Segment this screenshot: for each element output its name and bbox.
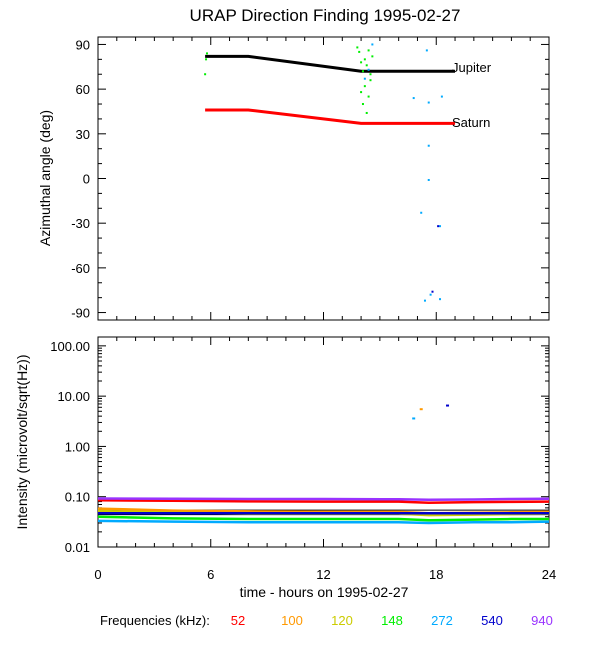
azimuth-point-148 <box>361 70 364 73</box>
azimuth-y-tick-label: 90 <box>76 37 90 52</box>
azimuth-plot-frame <box>97 36 550 321</box>
intensity-y-tick-label: 1.00 <box>65 439 90 454</box>
azimuth-point-148 <box>360 61 363 64</box>
legend-label: Frequencies (kHz): <box>100 613 210 628</box>
azimuth-y-tick-label: -60 <box>71 261 90 276</box>
legend-item-100: 100 <box>281 613 303 628</box>
legend-item-120: 120 <box>331 613 353 628</box>
azimuth-series <box>205 54 456 125</box>
azimuth-y-tick-label: 60 <box>76 82 90 97</box>
intensity-line-148 <box>97 515 549 522</box>
azimuth-point-148 <box>371 55 374 58</box>
azimuth-point-272 <box>429 293 432 296</box>
azimuth-y-tick-label: 30 <box>76 127 90 142</box>
frequency-legend: Frequencies (kHz): 52 100 120 148 272 540 940 <box>100 613 553 628</box>
azimuth-y-axis-label: Azimuthal angle (deg) <box>37 110 53 246</box>
azimuth-ticks: 90 60 30 0 -30 -60 -90 <box>71 37 550 321</box>
intensity-y-tick-label: 0.01 <box>65 540 90 555</box>
azimuth-point-148 <box>205 58 208 61</box>
intensity-point-100 <box>419 408 423 411</box>
legend-item-540: 540 <box>481 613 503 628</box>
azimuth-point-272 <box>412 97 415 100</box>
legend-item-272: 272 <box>431 613 453 628</box>
intensity-y-tick-label: 100.00 <box>50 339 90 354</box>
azimuth-line-jupiter <box>205 54 456 73</box>
chart-title: URAP Direction Finding 1995-02-27 <box>190 6 461 25</box>
azimuth-point-148 <box>363 85 366 88</box>
azimuth-point-272 <box>427 178 430 181</box>
azimuth-panel: 90 60 30 0 -30 -60 -90 Jupiter Saturn Azimutha… <box>37 36 550 321</box>
jupiter-label: Jupiter <box>452 60 492 75</box>
azimuth-point-272 <box>371 43 374 46</box>
intensity-panel: 100.00 10.00 1.00 0.10 0.01 0 6 12 18 24 Intensit… <box>14 336 556 600</box>
azimuth-point-148 <box>358 50 361 53</box>
x-tick-label: 18 <box>429 567 443 582</box>
azimuth-point-272 <box>423 299 426 302</box>
azimuth-point-148 <box>363 58 366 61</box>
azimuth-point-540 <box>431 290 434 293</box>
azimuth-point-272 <box>425 49 428 52</box>
azimuth-point-148 <box>361 103 364 106</box>
azimuth-y-tick-label: -30 <box>71 216 90 231</box>
azimuth-point-148 <box>360 91 363 94</box>
legend-item-52: 52 <box>231 613 245 628</box>
intensity-y-axis-label: Intensity (microvolt/sqrt(Hz)) <box>14 354 30 529</box>
azimuth-point-148 <box>356 46 359 49</box>
legend-item-940: 940 <box>531 613 553 628</box>
azimuth-point-148 <box>369 79 372 82</box>
azimuth-y-tick-label: 0 <box>83 172 90 187</box>
intensity-line-52 <box>97 499 550 504</box>
azimuth-scatter <box>204 43 443 302</box>
intensity-y-tick-label: 0.10 <box>65 490 90 505</box>
x-axis-label: time - hours on 1995-02-27 <box>240 584 409 600</box>
azimuth-point-148 <box>365 111 368 114</box>
azimuth-point-148 <box>367 49 370 52</box>
intensity-line-272 <box>97 519 550 525</box>
azimuth-point-148 <box>205 52 208 55</box>
intensity-point-540 <box>446 404 450 407</box>
azimuth-point-540 <box>437 225 440 228</box>
azimuth-point-272 <box>363 77 366 80</box>
azimuth-line-saturn <box>205 108 456 125</box>
azimuth-point-272 <box>420 211 423 214</box>
intensity-y-tick-label: 10.00 <box>57 389 90 404</box>
x-tick-label: 6 <box>207 567 214 582</box>
azimuth-point-272 <box>439 298 442 301</box>
intensity-point-272 <box>412 417 416 420</box>
x-tick-label: 0 <box>94 567 101 582</box>
intensity-series <box>97 497 550 525</box>
azimuth-y-tick-label: -90 <box>71 306 90 321</box>
azimuth-point-272 <box>367 68 370 71</box>
x-tick-label: 24 <box>542 567 556 582</box>
azimuth-point-272 <box>427 101 430 104</box>
azimuth-point-272 <box>427 144 430 147</box>
legend-item-148: 148 <box>381 613 403 628</box>
intensity-ticks: 100.00 10.00 1.00 0.10 0.01 0 6 12 18 24 <box>50 337 556 582</box>
azimuth-point-148 <box>369 73 372 76</box>
intensity-scatter <box>412 404 450 420</box>
azimuth-point-272 <box>440 95 443 98</box>
saturn-label: Saturn <box>452 115 490 130</box>
azimuth-point-148 <box>204 73 207 76</box>
intensity-line-940 <box>97 497 550 502</box>
x-tick-label: 12 <box>316 567 330 582</box>
azimuth-point-272 <box>439 225 442 228</box>
azimuth-point-148 <box>365 64 368 67</box>
azimuth-point-148 <box>367 95 370 98</box>
